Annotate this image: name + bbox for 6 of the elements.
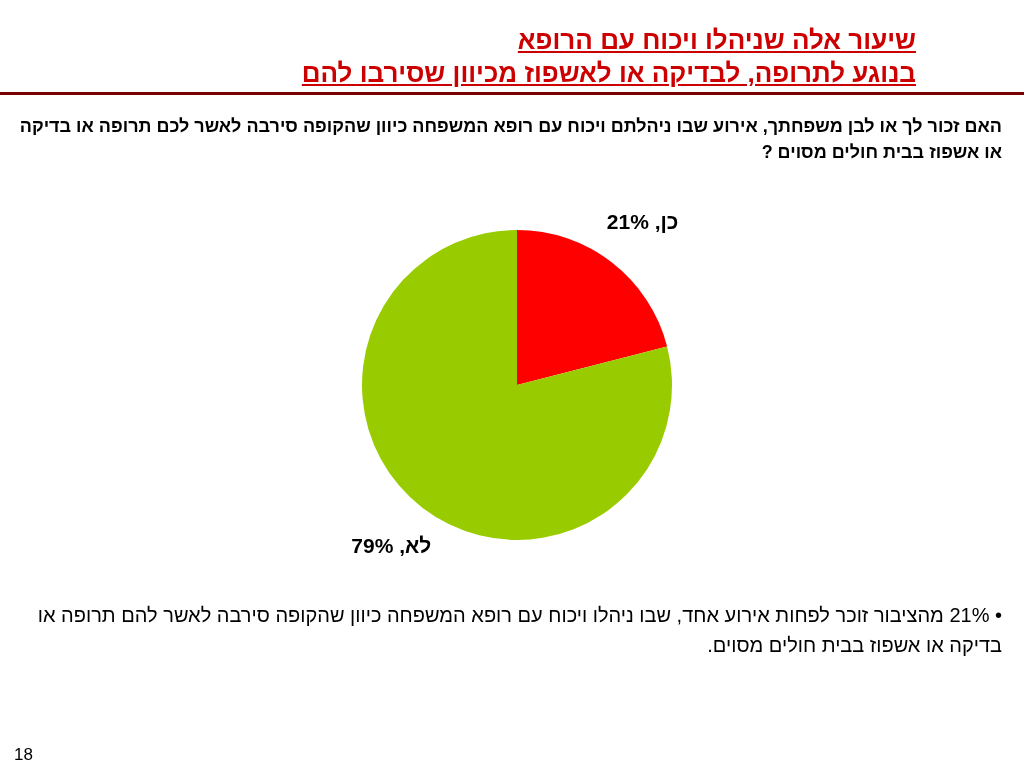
slice-label: כן, 21% (606, 210, 679, 234)
text: 18 (14, 745, 33, 765)
text: • 21% מהציבור זוכר לפחות אירוע אחד, שבו ניהלו ויכוח עם רופא המשפחה כיוון שהקופה סירבה לאשר להם תרופה או בדיקה או אשפוז בבית חולים מסוים. (36, 603, 1002, 658)
chart-subtitle: האם זכור לך או לבן משפחתך, אירוע שבו ניהלתם ויכוח עם רופא המשפחה כיוון שהקופה סירבה לאשר לכם תרופה או בדיקה או אשפוז בבית חולים מסוים ? (18, 115, 1002, 164)
slice-label: לא, 79% (351, 533, 432, 557)
chart-title: שיעור אלה שניהלו ויכוח עם הרופא בנוגע לתרופה, לבדיקה או לאשפוז מכיוון שסירבו להם (300, 24, 916, 90)
